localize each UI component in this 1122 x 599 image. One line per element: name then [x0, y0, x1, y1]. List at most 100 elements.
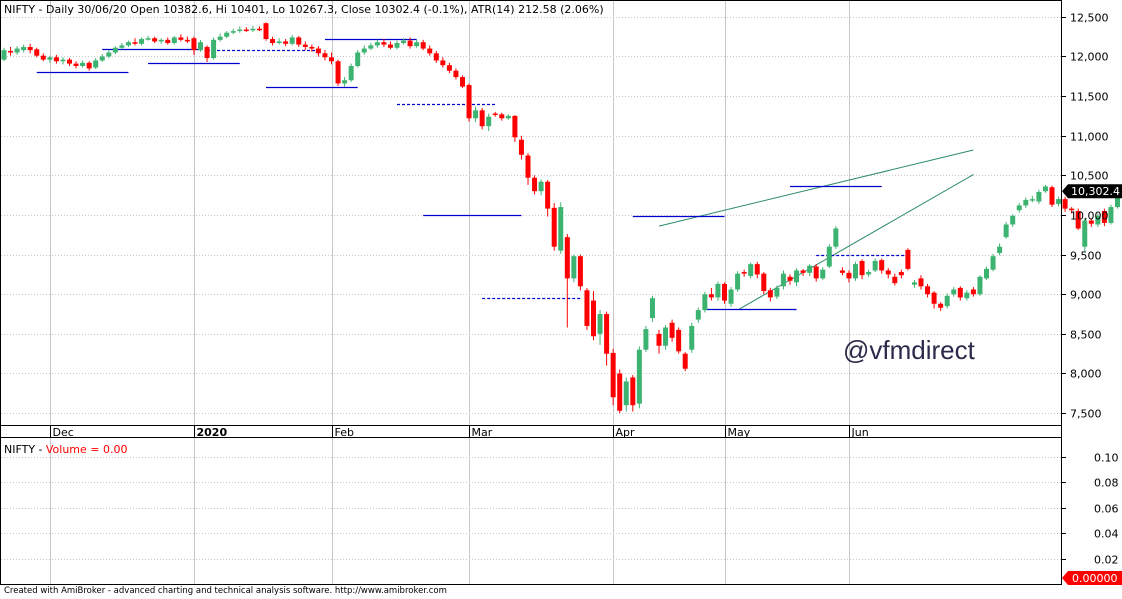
candle	[499, 112, 505, 121]
candle	[911, 279, 917, 288]
candle	[512, 115, 518, 143]
candle	[872, 258, 878, 273]
candle-body	[112, 47, 118, 53]
candle-body	[440, 60, 446, 66]
candle	[787, 274, 793, 285]
candle	[643, 325, 649, 353]
candle	[663, 325, 669, 350]
candle-body	[636, 349, 642, 404]
candle	[270, 36, 276, 46]
candle-body	[86, 62, 92, 69]
candle-body	[67, 59, 72, 64]
candle-body	[826, 246, 832, 267]
candle	[649, 295, 655, 322]
candle-body	[152, 38, 158, 42]
price-tick-label: 10,000	[1070, 210, 1109, 223]
candle-body	[695, 310, 701, 320]
candle-body	[230, 31, 236, 33]
candle	[263, 22, 269, 41]
candle-body	[997, 246, 1003, 254]
candle	[997, 243, 1003, 256]
candle	[99, 54, 105, 63]
candle	[957, 286, 963, 301]
candle	[538, 179, 544, 196]
candle	[623, 377, 629, 412]
candle-body	[466, 85, 472, 119]
candle-body	[702, 294, 708, 311]
price-tick-label: 10,500	[1070, 170, 1109, 183]
candle	[276, 38, 282, 45]
candle-body	[676, 329, 682, 352]
candle	[813, 264, 819, 282]
level-lines	[36, 38, 908, 311]
candle	[859, 259, 865, 280]
candle-body	[139, 39, 145, 44]
volume-grid	[1, 457, 1062, 560]
candle	[80, 60, 86, 68]
candle-body	[1036, 191, 1042, 202]
candle	[1062, 196, 1068, 212]
candle	[885, 268, 891, 279]
candle-body	[165, 39, 171, 44]
candle	[748, 262, 754, 279]
month-label: Feb	[335, 426, 354, 439]
candle-body	[414, 42, 420, 47]
candle-body	[446, 65, 452, 71]
candle	[145, 35, 151, 41]
candle	[728, 287, 734, 307]
price-tick-label: 11,500	[1070, 91, 1109, 104]
volume-tick-label: 0.02	[1094, 554, 1119, 567]
volume-tick-label: 0.08	[1094, 477, 1119, 490]
candle-body	[1082, 220, 1088, 247]
candle	[492, 111, 498, 117]
candle	[741, 269, 747, 277]
candle-body	[125, 42, 131, 46]
candle	[250, 25, 256, 32]
candle-body	[610, 352, 616, 398]
trend-line	[737, 174, 974, 311]
month-label: May	[728, 426, 751, 439]
candle	[60, 57, 66, 65]
candle-body	[741, 272, 747, 274]
candle-body	[918, 278, 924, 287]
candle	[1095, 213, 1101, 227]
candle	[636, 346, 642, 409]
candle-body	[433, 53, 439, 61]
candle-body	[1101, 211, 1107, 223]
candle	[610, 348, 616, 406]
candle	[217, 33, 223, 42]
candle	[322, 50, 328, 61]
candle-body	[204, 46, 210, 59]
candle-body	[250, 28, 256, 31]
candle	[630, 375, 636, 412]
candle-body	[21, 46, 27, 51]
candle	[401, 38, 407, 45]
candle-body	[970, 289, 976, 295]
candle	[931, 291, 937, 309]
volume-pane	[0, 437, 1062, 585]
candle-body	[663, 327, 669, 346]
candle	[708, 287, 714, 301]
candle	[112, 46, 118, 55]
candle-body	[833, 228, 839, 247]
candle-body	[892, 276, 898, 284]
candle-body	[322, 53, 328, 58]
candle-body	[545, 181, 551, 209]
price-grid	[1, 1, 1062, 584]
volume-value-tag: 0.00000	[1062, 571, 1122, 585]
candle-body	[486, 116, 492, 127]
candle	[407, 37, 413, 49]
volume-axis: 0.10 0.08 0.06 0.04 0.02	[1062, 452, 1119, 567]
candle	[335, 59, 341, 86]
candle	[21, 44, 27, 53]
candle-body	[839, 270, 845, 273]
last-price-label: 10,302.4	[1071, 185, 1120, 198]
candle	[1082, 218, 1088, 252]
candle-body	[1108, 207, 1114, 223]
candle	[394, 40, 400, 50]
candle-body	[931, 292, 937, 304]
candle	[125, 40, 131, 47]
candle	[866, 269, 872, 277]
candle	[1108, 204, 1114, 225]
candle	[800, 268, 806, 277]
